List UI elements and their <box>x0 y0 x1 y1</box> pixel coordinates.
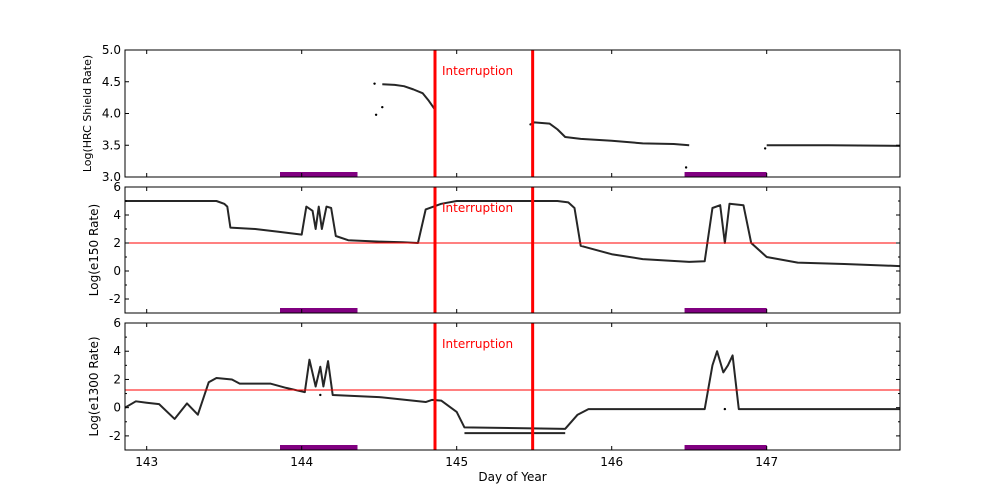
y-tick-label: 6 <box>113 316 121 330</box>
plot-area <box>125 187 900 313</box>
plot-area <box>280 50 900 177</box>
y-tick-label: 4 <box>113 344 121 358</box>
y-axis-label: Log(HRC Shield Rate) <box>81 55 94 172</box>
y-tick-label: 5.0 <box>102 43 121 57</box>
data-point <box>763 147 767 150</box>
x-tick-label: 147 <box>755 455 778 469</box>
interruption-label: Interruption <box>442 64 513 78</box>
data-line <box>125 350 900 430</box>
y-tick-label: 3.0 <box>102 170 121 184</box>
y-tick-label: 2 <box>113 372 121 386</box>
coverage-bar <box>684 308 767 313</box>
data-point <box>723 407 727 411</box>
x-tick-label: 144 <box>290 455 313 469</box>
coverage-bar <box>280 445 358 450</box>
y-tick-label: 4 <box>113 208 121 222</box>
y-axis-label: Log(e150 Rate) <box>87 204 101 296</box>
panel-3: Interruption -2 0 2 4 6 143 144 145 146 147 Log(e13… <box>87 316 901 484</box>
y-tick-label: 4.5 <box>102 75 121 89</box>
data-point <box>684 166 688 169</box>
y-tick-label: 6 <box>113 180 121 194</box>
panel-2: Interruption -2 0 2 4 6 Log(e150 Rate) <box>87 180 901 314</box>
y-tick-label: 2 <box>113 236 121 250</box>
axes-frame <box>124 322 901 451</box>
y-tick-label: 3.5 <box>102 138 121 152</box>
x-axis-label: Day of Year <box>478 470 546 484</box>
y-tick-label: 4.0 <box>102 107 121 121</box>
interruption-label: Interruption <box>442 337 513 351</box>
axes-frame <box>124 186 901 314</box>
coverage-bar <box>684 445 767 450</box>
panel-1: Interruption 3.0 3.5 4.0 4.5 5.0 Log(HRC Shiel… <box>81 43 901 184</box>
data-point <box>381 105 384 109</box>
x-tick-label: 146 <box>600 455 623 469</box>
y-tick-label: -2 <box>109 292 121 306</box>
data-line <box>382 83 436 111</box>
data-line <box>529 121 690 147</box>
coverage-bar <box>684 172 767 177</box>
coverage-bar <box>280 308 358 313</box>
data-point <box>373 82 376 85</box>
y-tick-label: 0 <box>113 264 121 278</box>
y-tick-label: -2 <box>109 429 121 443</box>
data-line <box>125 200 900 268</box>
data-point <box>374 113 378 116</box>
x-tick-label: 143 <box>135 455 158 469</box>
coverage-bar <box>280 172 358 177</box>
data-line <box>766 144 900 147</box>
y-tick-label: 0 <box>113 401 121 415</box>
data-point <box>319 393 322 397</box>
interruption-label: Interruption <box>442 201 513 215</box>
plot-area <box>125 323 900 450</box>
y-axis-label: Log(e1300 Rate) <box>87 336 101 436</box>
x-tick-label: 145 <box>445 455 468 469</box>
